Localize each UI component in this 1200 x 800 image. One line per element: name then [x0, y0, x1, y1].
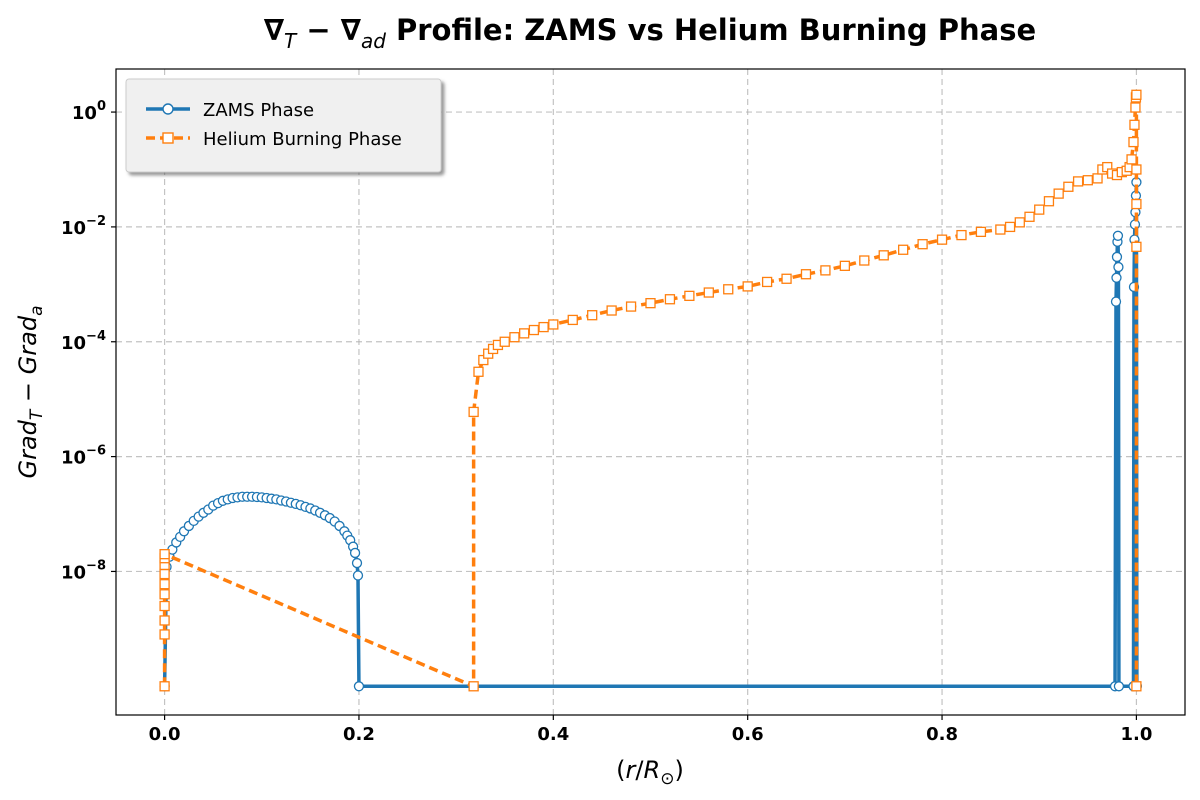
data-point [159, 549, 170, 560]
data-point [859, 255, 870, 266]
data-point [1034, 204, 1045, 215]
data-point [645, 298, 656, 309]
data-point [956, 229, 967, 241]
data-point [1113, 261, 1124, 273]
data-point [898, 244, 909, 255]
data-point [1053, 188, 1064, 199]
data-point [1111, 272, 1122, 283]
data-point [664, 294, 676, 305]
data-point [1131, 241, 1142, 252]
legend-marker-zams [162, 103, 174, 115]
data-point [1126, 154, 1137, 165]
legend: ZAMS Phase Helium Burning Phase [125, 78, 442, 173]
data-point [1112, 230, 1124, 241]
data-point [1063, 181, 1074, 192]
legend-label-zams: ZAMS Phase [203, 100, 314, 121]
data-point [159, 579, 170, 590]
data-point [1110, 296, 1122, 307]
series-line-helium-burning-phase [162, 93, 1139, 689]
data-point [1131, 681, 1142, 692]
data-point [353, 681, 365, 692]
data-point [1024, 211, 1035, 222]
data-point [1004, 221, 1016, 233]
data-point [159, 681, 170, 692]
data-point [468, 681, 479, 692]
x-tick-label: 1.0 [1120, 724, 1152, 745]
data-point [159, 615, 170, 626]
data-point [625, 301, 637, 312]
data-point [159, 568, 170, 580]
y-axis-label: GradT − Grada [14, 306, 47, 479]
data-point [1129, 119, 1140, 130]
data-point [567, 314, 578, 326]
data-point [606, 305, 617, 316]
data-point [349, 547, 361, 559]
data-point [878, 250, 889, 261]
data-point [548, 319, 559, 330]
x-tick-label: 0.4 [537, 724, 569, 745]
legend-label-helium: Helium Burning Phase [203, 129, 402, 150]
data-point [499, 336, 510, 347]
data-point [684, 290, 695, 302]
data-point [723, 284, 734, 295]
data-point [995, 224, 1006, 235]
x-tick-label: 0.8 [926, 724, 958, 745]
data-point [1113, 681, 1125, 692]
data-point [1130, 102, 1141, 113]
series-layer [159, 89, 1143, 692]
data-point [473, 366, 484, 377]
chart-title: ∇T − ∇ad Profile: ZAMS vs Helium Burning… [264, 13, 1036, 53]
legend-box [125, 78, 442, 173]
data-point [936, 234, 948, 245]
data-point [159, 600, 170, 612]
data-point [781, 273, 792, 284]
data-point [519, 328, 530, 339]
data-point [468, 406, 479, 418]
data-point [975, 226, 987, 238]
data-point [1131, 198, 1142, 210]
data-point [1128, 136, 1139, 148]
x-axis-ticks: 0.0 0.2 0.4 0.6 0.8 1.0 [149, 715, 1152, 745]
data-point [528, 324, 540, 336]
data-point [742, 281, 753, 292]
data-point [1082, 175, 1093, 186]
series-line-zams-phase [162, 180, 1139, 689]
data-point [820, 265, 831, 276]
data-point [1131, 164, 1142, 175]
data-point [1111, 251, 1123, 263]
data-point [1043, 196, 1055, 207]
y-tick-label: 10−8 [61, 558, 106, 583]
x-tick-label: 0.0 [149, 724, 181, 745]
data-point [587, 310, 598, 321]
data-point [352, 570, 364, 581]
series-helium-burning-phase [159, 89, 1142, 692]
data-point [1072, 176, 1084, 187]
data-point [917, 239, 928, 250]
data-point [761, 276, 773, 288]
data-point [351, 557, 363, 569]
data-point [1131, 89, 1142, 100]
data-point [703, 287, 714, 298]
x-axis-label: (r/R⊙) [616, 756, 684, 789]
x-tick-label: 0.2 [343, 724, 375, 745]
data-point [538, 321, 549, 333]
data-point [1014, 217, 1025, 228]
legend-marker-helium [162, 132, 174, 144]
plot-frame [115, 68, 1186, 716]
data-point [159, 589, 170, 600]
y-tick-label: 10−4 [61, 329, 106, 354]
data-point [509, 332, 520, 343]
data-point [800, 269, 812, 280]
y-tick-label: 100 [72, 99, 106, 124]
data-point [159, 629, 170, 640]
data-point [1092, 173, 1103, 184]
data-point [839, 260, 851, 271]
y-tick-label: 10−6 [61, 444, 106, 469]
x-tick-label: 0.6 [732, 724, 764, 745]
y-axis-ticks: 100 10−2 10−4 10−6 10−8 [61, 99, 116, 583]
y-tick-label: 10−2 [61, 214, 106, 239]
